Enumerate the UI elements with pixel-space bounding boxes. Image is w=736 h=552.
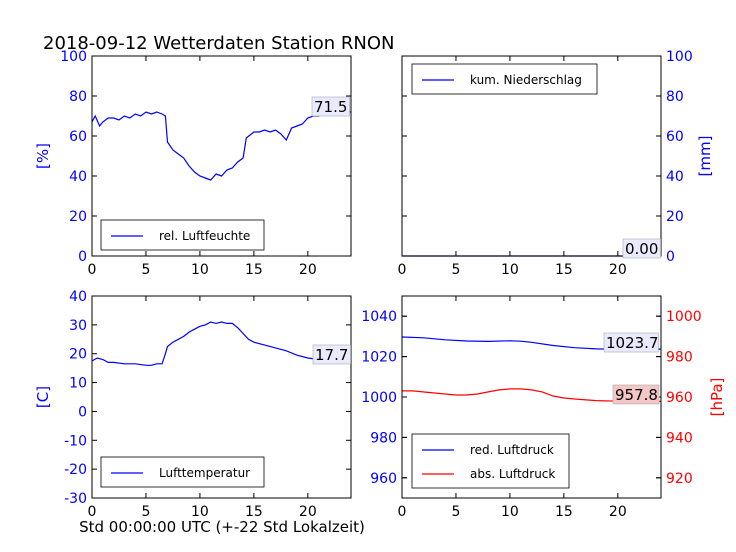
temperature-y-label: [C]: [34, 386, 52, 408]
plot-frame-temperature: [91, 295, 352, 499]
x-tick-label: 5: [141, 262, 150, 278]
temperature-legend-label: Lufttemperatur: [159, 466, 250, 480]
x-tick-label: 5: [451, 504, 460, 520]
precipitation-y-label: [mm]: [696, 136, 714, 177]
x-tick-label: 15: [555, 262, 573, 278]
y-tick-label: 100: [666, 49, 693, 65]
x-tick-label: 20: [299, 504, 317, 520]
y-tick-label: 60: [69, 129, 87, 145]
y-tick-label: 40: [69, 289, 87, 305]
x-tick-label: 15: [245, 504, 263, 520]
y-tick-label: 960: [666, 390, 693, 406]
y-tick-label: 0: [78, 404, 87, 420]
precipitation-last-value: 0.00: [625, 240, 658, 258]
y-tick-label: 10: [69, 376, 87, 392]
plot-frame-humidity: [91, 55, 352, 257]
y-tick-label: 1000: [361, 390, 397, 406]
y-tick-label: 100: [60, 49, 87, 65]
reduced-pressure-last-value: 1023.7: [606, 334, 659, 352]
pressure-legend-box: [411, 433, 570, 489]
y-tick-label: 40: [666, 169, 684, 185]
y-tick-label: 1040: [361, 309, 397, 325]
temperature-last-value-box: [312, 344, 351, 365]
figure-title: 2018-09-12 Wetterdaten Station RNON: [43, 33, 394, 54]
x-tick-label: 0: [88, 504, 97, 520]
x-axis-label: Std 00:00:00 UTC (+-22 Std Lokalzeit): [79, 518, 365, 536]
precipitation-legend-label: kum. Niederschlag: [470, 73, 582, 87]
absolute-pressure-last-value-box: [612, 384, 660, 405]
x-tick-label: 20: [609, 262, 627, 278]
x-tick-label: 10: [501, 504, 519, 520]
x-tick-label: 15: [555, 504, 573, 520]
humidity-legend-box: [100, 219, 265, 251]
y-tick-label: 60: [666, 129, 684, 145]
absolute-pressure-last-value: 957.8: [615, 386, 658, 404]
y-tick-label: 20: [69, 347, 87, 363]
pressure-legend-label: red. Luftdruck: [470, 443, 554, 457]
humidity-last-value: 71.5: [314, 98, 347, 116]
humidity-legend-label: rel. Luftfeuchte: [159, 229, 250, 243]
y-tick-label: -20: [64, 462, 87, 478]
x-tick-label: 10: [191, 262, 209, 278]
y-tick-label: 940: [666, 430, 693, 446]
y-tick-label: 1020: [361, 350, 397, 366]
precipitation-last-value-box: [622, 238, 661, 259]
temperature-legend-box: [100, 456, 265, 488]
y-tick-label: 30: [69, 318, 87, 334]
y-tick-label: 40: [69, 169, 87, 185]
y-tick-label: 980: [370, 430, 397, 446]
y-tick-label: 920: [666, 471, 693, 487]
x-tick-label: 15: [245, 262, 263, 278]
x-tick-label: 0: [88, 262, 97, 278]
y-tick-label: 80: [69, 89, 87, 105]
temperature-last-value: 17.7: [315, 346, 348, 364]
y-tick-label: -30: [64, 491, 87, 507]
y-tick-label: 0: [666, 249, 675, 265]
y-tick-label: 960: [370, 471, 397, 487]
x-tick-label: 10: [501, 262, 519, 278]
reduced-pressure-last-value-box: [603, 332, 659, 353]
temperature-series-line: [91, 321, 352, 366]
x-tick-label: 10: [191, 504, 209, 520]
x-tick-label: 20: [299, 262, 317, 278]
precipitation-legend-box: [411, 63, 598, 95]
y-tick-label: 980: [666, 350, 693, 366]
x-tick-label: 0: [398, 504, 407, 520]
y-tick-label: 20: [69, 209, 87, 225]
y-tick-label: -10: [64, 433, 87, 449]
plot-frame-precipitation: [401, 55, 662, 257]
x-tick-label: 5: [451, 262, 460, 278]
humidity-series-line: [91, 109, 351, 181]
x-tick-label: 20: [609, 504, 627, 520]
x-tick-label: 5: [141, 504, 150, 520]
y-tick-label: 1000: [666, 309, 702, 325]
x-tick-label: 0: [398, 262, 407, 278]
pressure-y-label: [hPa]: [708, 378, 726, 417]
y-tick-label: 0: [78, 249, 87, 265]
y-tick-label: 20: [666, 209, 684, 225]
humidity-y-label: [%]: [34, 143, 52, 169]
pressure-legend-label: abs. Luftdruck: [470, 467, 555, 481]
y-tick-label: 80: [666, 89, 684, 105]
humidity-last-value-box: [311, 96, 350, 117]
